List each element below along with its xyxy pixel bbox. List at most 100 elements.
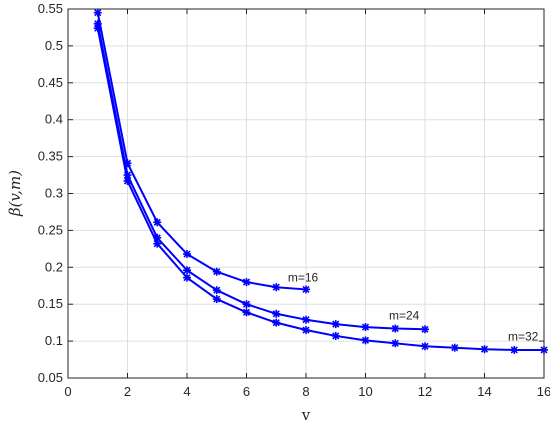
marker-stroke: [272, 283, 280, 291]
data-point: [183, 273, 191, 282]
marker-stroke: [302, 316, 310, 324]
data-point: [183, 250, 191, 259]
x-tick-label: 0: [64, 384, 71, 399]
x-axis-label: v: [301, 406, 311, 424]
x-tick-label: 10: [358, 384, 372, 399]
x-tick-label: 4: [183, 384, 190, 399]
y-tick-label: 0.15: [38, 296, 63, 311]
marker-stroke: [242, 308, 251, 316]
marker-stroke: [213, 295, 221, 303]
series-m-16: [93, 8, 310, 294]
data-point: [93, 8, 102, 17]
data-point: [361, 323, 370, 332]
marker-stroke: [183, 266, 191, 274]
series-line: [96, 12, 307, 291]
marker-stroke: [272, 310, 280, 318]
data-point: [242, 300, 251, 309]
data-point: [510, 345, 519, 354]
marker-stroke: [183, 274, 191, 282]
data-point: [421, 342, 429, 351]
x-tick-label: 16: [537, 384, 550, 399]
data-point: [272, 283, 281, 292]
y-axis: 0.05 0.1 0.15 0.2 0.25 0.3 0.35 0.4 0.45 0.5 0.55: [38, 1, 544, 385]
marker-stroke: [153, 240, 161, 248]
marker-stroke: [361, 323, 370, 331]
marker-stroke: [242, 278, 251, 286]
marker-stroke: [302, 285, 310, 294]
marker-stroke: [302, 326, 310, 334]
data-point: [331, 320, 340, 329]
data-point: [242, 308, 251, 317]
marker-stroke: [242, 300, 251, 308]
x-axis: 0 2 4 6 8 10 12 14 16: [64, 9, 550, 399]
annotations: m=16 m=24 m=32: [288, 270, 539, 343]
data-point: [242, 278, 251, 287]
y-tick-label: 0.1: [45, 333, 63, 348]
data-point: [272, 318, 281, 327]
marker-stroke: [391, 339, 399, 347]
marker-stroke: [153, 218, 161, 226]
data-point: [212, 267, 221, 276]
data-point: [391, 324, 400, 333]
y-tick-label: 0.5: [45, 38, 63, 53]
grid: [67, 8, 545, 379]
marker-stroke: [123, 171, 132, 179]
annotation-label: m=24: [389, 309, 420, 323]
y-tick-label: 0.4: [45, 112, 63, 127]
x-tick-label: 12: [418, 384, 432, 399]
data-point: [480, 345, 489, 354]
series-line: [96, 27, 544, 351]
y-tick-label: 0.45: [38, 75, 63, 90]
marker-stroke: [480, 345, 489, 353]
data-point: [93, 24, 102, 33]
data-point: [302, 315, 310, 324]
marker-stroke: [272, 319, 280, 327]
series-layer: [93, 8, 548, 354]
data-point: [331, 331, 340, 340]
y-axis-label: β(v,m): [6, 170, 24, 217]
data-point: [153, 239, 162, 248]
marker-stroke: [421, 325, 429, 333]
annotation-label: m=32: [508, 329, 539, 343]
y-tick-label: 0.05: [38, 370, 63, 385]
marker-stroke: [123, 177, 132, 185]
x-tick-label: 6: [243, 384, 250, 399]
marker-stroke: [332, 320, 340, 328]
data-point: [421, 325, 429, 334]
marker-stroke: [332, 332, 340, 340]
series-line: [96, 23, 426, 331]
data-point: [183, 266, 191, 275]
marker-stroke: [421, 342, 429, 350]
x-tick-label: 14: [477, 384, 491, 399]
data-point: [391, 339, 400, 348]
data-point: [361, 336, 370, 345]
marker-stroke: [94, 24, 102, 32]
marker-stroke: [391, 324, 399, 333]
marker-stroke: [94, 9, 102, 17]
x-tick-label: 8: [302, 384, 309, 399]
data-point: [272, 309, 281, 318]
y-tick-label: 0.55: [38, 1, 63, 16]
marker-stroke: [510, 346, 518, 354]
series-m-32: [93, 24, 548, 354]
data-point: [123, 176, 132, 185]
series-m-24: [93, 19, 429, 334]
annotation-label: m=16: [288, 270, 319, 284]
marker-stroke: [183, 250, 191, 258]
x-tick-label: 2: [124, 384, 131, 399]
y-tick-label: 0.25: [38, 222, 63, 237]
data-point: [302, 326, 310, 335]
marker-stroke: [361, 336, 370, 344]
data-point: [212, 286, 221, 295]
marker-stroke: [451, 344, 459, 352]
data-point: [450, 343, 459, 352]
data-point: [302, 285, 310, 294]
marker-stroke: [213, 268, 221, 276]
data-point: [212, 295, 221, 304]
y-tick-label: 0.35: [38, 149, 63, 164]
marker-stroke: [213, 286, 221, 294]
data-point: [153, 218, 162, 227]
y-tick-label: 0.2: [45, 259, 63, 274]
y-tick-label: 0.3: [45, 186, 63, 201]
